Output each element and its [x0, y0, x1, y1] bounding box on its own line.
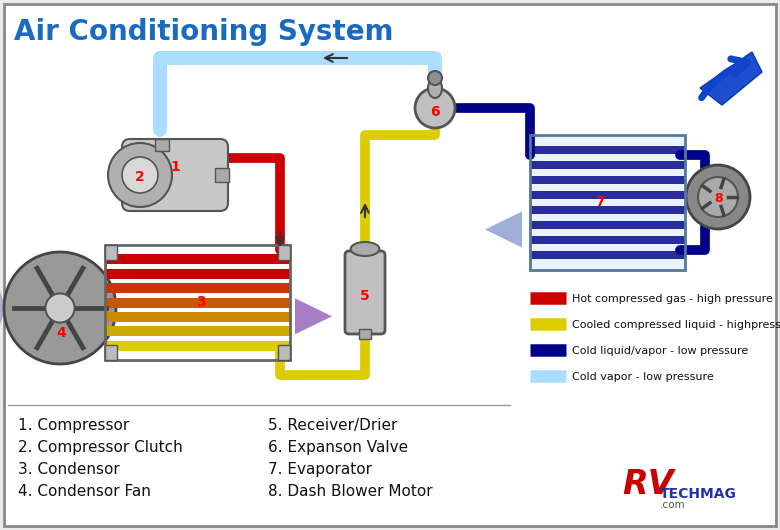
Bar — [105, 326, 290, 336]
Bar — [530, 191, 685, 199]
Bar — [530, 146, 685, 154]
Ellipse shape — [428, 78, 442, 98]
Bar — [530, 161, 685, 169]
Bar — [215, 168, 229, 182]
Text: Cold vapor - low pressure: Cold vapor - low pressure — [572, 372, 714, 382]
Text: TECHMAG: TECHMAG — [660, 487, 737, 501]
Circle shape — [698, 177, 738, 217]
Text: 2: 2 — [135, 170, 145, 184]
Text: 1. Compressor: 1. Compressor — [18, 418, 129, 433]
Polygon shape — [485, 211, 522, 248]
Text: Air Conditioning System: Air Conditioning System — [14, 18, 393, 46]
Text: 5: 5 — [360, 289, 370, 303]
Bar — [530, 236, 685, 244]
Ellipse shape — [350, 242, 379, 256]
Circle shape — [45, 294, 75, 323]
Bar — [530, 251, 685, 259]
Bar — [105, 254, 290, 264]
Bar — [530, 206, 685, 214]
Polygon shape — [295, 298, 332, 334]
Bar — [105, 245, 290, 360]
Text: Hot compressed gas - high pressure: Hot compressed gas - high pressure — [572, 294, 773, 304]
Text: 6. Expanson Valve: 6. Expanson Valve — [268, 440, 408, 455]
Text: 3: 3 — [197, 296, 206, 310]
Circle shape — [122, 157, 158, 193]
Text: 2. Compressor Clutch: 2. Compressor Clutch — [18, 440, 183, 455]
Bar — [530, 135, 685, 270]
Bar — [530, 135, 685, 270]
Text: 8: 8 — [714, 192, 723, 206]
Circle shape — [428, 71, 442, 85]
Bar — [105, 341, 290, 351]
Bar — [278, 245, 290, 260]
Text: 7. Evaporator: 7. Evaporator — [268, 462, 372, 477]
Text: 3. Condensor: 3. Condensor — [18, 462, 120, 477]
Text: 4. Condensor Fan: 4. Condensor Fan — [18, 484, 151, 499]
Bar — [105, 345, 117, 360]
Circle shape — [108, 143, 172, 207]
Text: Cold liquid/vapor - low pressure: Cold liquid/vapor - low pressure — [572, 346, 748, 356]
Bar — [105, 283, 290, 293]
Text: 4: 4 — [56, 326, 66, 340]
Bar — [155, 139, 169, 151]
Text: 5. Receiver/Drier: 5. Receiver/Drier — [268, 418, 397, 433]
Circle shape — [686, 165, 750, 229]
Bar — [105, 245, 117, 260]
Text: RV: RV — [622, 468, 674, 501]
Bar — [278, 345, 290, 360]
Circle shape — [4, 252, 116, 364]
Text: .com: .com — [660, 500, 686, 510]
Bar — [530, 221, 685, 229]
Bar — [105, 312, 290, 322]
Bar — [530, 176, 685, 184]
Polygon shape — [0, 286, 6, 330]
Bar — [105, 297, 290, 307]
Polygon shape — [700, 52, 762, 105]
Text: Cooled compressed liquid - highpressure: Cooled compressed liquid - highpressure — [572, 320, 780, 330]
Text: 8. Dash Blower Motor: 8. Dash Blower Motor — [268, 484, 433, 499]
Bar — [105, 269, 290, 279]
Text: 6: 6 — [431, 105, 440, 119]
Circle shape — [415, 88, 455, 128]
Text: 1: 1 — [170, 160, 180, 174]
FancyBboxPatch shape — [122, 139, 228, 211]
Text: 7: 7 — [595, 196, 604, 209]
FancyBboxPatch shape — [345, 251, 385, 334]
Bar — [359, 329, 371, 339]
